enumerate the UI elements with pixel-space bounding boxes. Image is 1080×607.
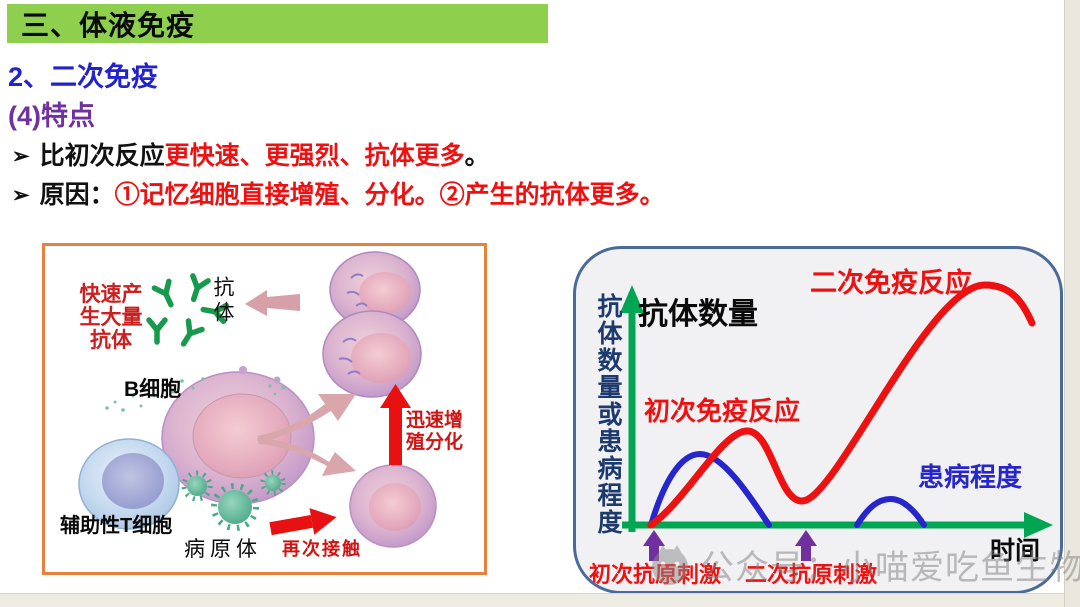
recontact-right-arrow-icon — [269, 508, 337, 536]
secrete-arrow-icon — [245, 290, 300, 316]
antibody-curve — [647, 281, 1036, 529]
chart-x-axis-label: 时间 — [990, 537, 1041, 565]
secondary-response-label: 二次免疫反应 — [810, 268, 972, 298]
b-cell — [161, 366, 315, 505]
slide-title: 三、体液免疫 — [21, 9, 196, 41]
frame-edge-bottom — [0, 593, 1064, 607]
slide-subtitle: 2、二次免疫 — [8, 62, 159, 92]
bullet1-tail: 。 — [464, 142, 490, 170]
bullet-arrow-icon: ➢ — [12, 145, 30, 168]
chart-graphics — [620, 281, 1053, 561]
antigen-stimulus-arrow-icons — [643, 530, 817, 561]
chart-y-axis-label: 抗体数量或患病程度 — [594, 293, 622, 536]
bullet-point-2: ➢ 原因：①记忆细胞直接增殖、分化。②产生的抗体更多。 — [12, 175, 665, 211]
bullet2-emphasis: ①记忆细胞直接增殖、分化。②产生的抗体更多。 — [114, 181, 665, 209]
bullet2-lead: 原因： — [39, 181, 115, 209]
fast-antibody-label: 快速产 生大量 抗体 — [79, 281, 143, 352]
first-antigen-event-label: 初次抗原刺激 — [589, 562, 722, 587]
slide-title-bar: 三、体液免疫 — [7, 4, 548, 43]
antibody-label: 抗体 — [211, 276, 235, 326]
bullet-point-1: ➢ 比初次反应更快速、更强烈、抗体更多。 — [12, 136, 490, 172]
disease-curve — [648, 450, 927, 528]
pathogen-label: 病原体 — [184, 537, 262, 561]
chart-title: 抗体数量 — [638, 298, 758, 331]
bullet1-lead: 比初次反应 — [39, 142, 165, 170]
memory-cell — [349, 464, 437, 548]
pathogen-virus-icons — [181, 470, 286, 531]
proliferate-up-arrow-icon — [380, 384, 411, 465]
primary-response-label: 初次免疫反应 — [644, 396, 801, 426]
speckle-dots — [105, 377, 285, 412]
second-antigen-event-label: 二次抗原刺激 — [745, 562, 878, 587]
immune-cell-diagram: 快速产 生大量 抗体 抗体 B细胞 辅助性T细胞 病原体 再次接触 迅速增 殖分… — [42, 243, 487, 575]
b-cell-label: B细胞 — [124, 378, 182, 401]
section-heading: (4)特点 — [8, 101, 95, 131]
y-axis — [620, 285, 644, 532]
recontact-label: 再次接触 — [282, 539, 362, 560]
dividing-plasma-cells — [322, 251, 422, 398]
bullet1-emphasis: 更快速、更强烈、抗体更多 — [164, 142, 465, 170]
frame-edge-right — [1064, 0, 1080, 607]
disease-severity-label: 患病程度 — [918, 462, 1023, 492]
bullet-arrow-icon: ➢ — [12, 184, 30, 207]
x-axis — [622, 512, 1053, 538]
differentiation-fork-arrow-icon — [257, 394, 356, 476]
helper-t-cell — [78, 438, 180, 530]
proliferate-label: 迅速增 殖分化 — [406, 409, 464, 453]
immune-response-chart: 抗体数量或患病程度 抗体数量 二次免疫反应 初次免疫反应 患病程度 时间 初次抗… — [573, 246, 1063, 594]
helper-t-cell-label: 辅助性T细胞 — [60, 515, 173, 537]
cell-diagram-graphics — [78, 251, 437, 548]
